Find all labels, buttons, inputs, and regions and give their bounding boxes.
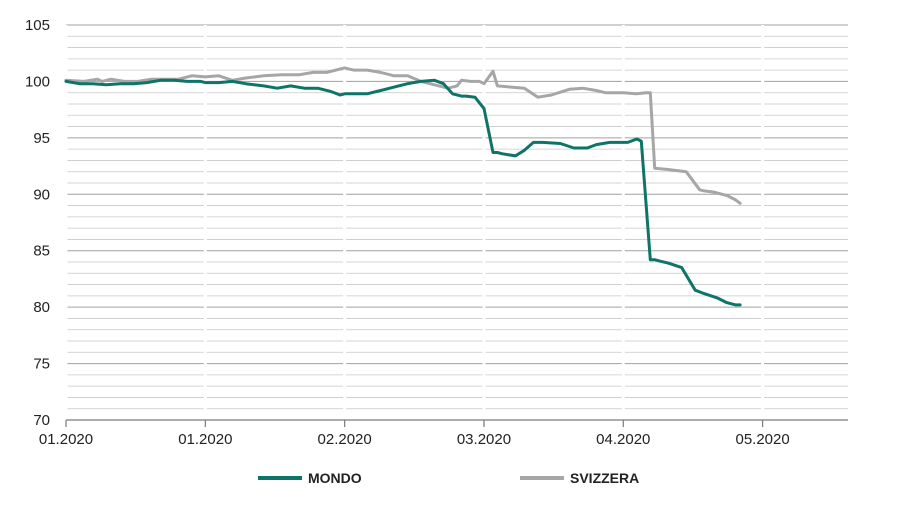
series-lines: [64, 66, 742, 307]
legend-label-mondo: MONDO: [308, 470, 362, 486]
x-tick-label: 01.2020: [178, 431, 232, 448]
y-tick-label: 90: [33, 186, 50, 203]
series-line-mondo: [64, 78, 742, 307]
x-tick-label: 04.2020: [596, 431, 650, 448]
y-tick-label: 80: [33, 299, 50, 316]
major-gridlines: [66, 24, 848, 365]
x-axis-ticks: [65, 420, 764, 427]
vertical-gridlines: [64, 25, 765, 420]
series-line-svizzera: [64, 66, 742, 205]
y-tick-label: 95: [33, 130, 50, 147]
minor-gridlines: [66, 35, 848, 410]
y-axis-tick-labels: 70 75 80 85 90 95 100 105: [25, 17, 50, 429]
y-tick-label: 105: [25, 17, 50, 34]
legend-label-svizzera: SVIZZERA: [570, 470, 639, 486]
x-tick-label: 01.2020: [39, 431, 93, 448]
y-tick-label: 100: [25, 73, 50, 90]
x-tick-label: 03.2020: [457, 431, 511, 448]
x-axis-tick-labels: 01.2020 01.2020 02.2020 03.2020 04.2020 05.20…: [39, 431, 790, 448]
x-tick-label: 02.2020: [318, 431, 372, 448]
legend: MONDO SVIZZERA: [258, 470, 639, 486]
y-tick-label: 85: [33, 243, 50, 260]
x-tick-label: 05.2020: [735, 431, 789, 448]
y-tick-label: 75: [33, 356, 50, 373]
y-tick-label: 70: [33, 412, 50, 429]
